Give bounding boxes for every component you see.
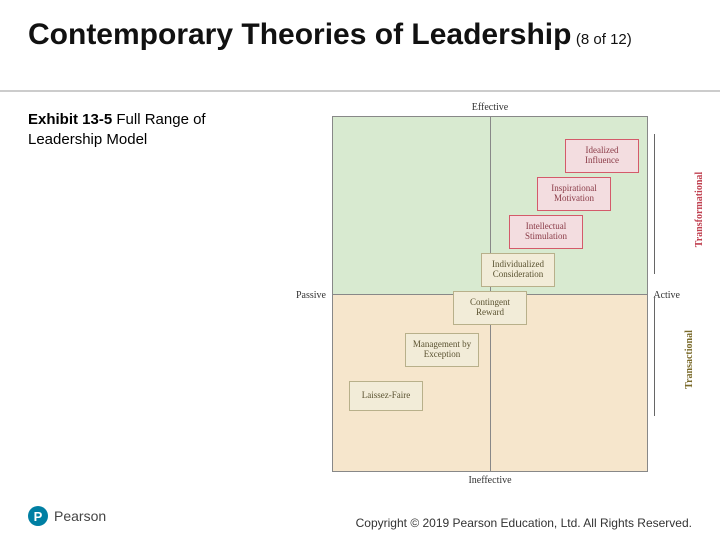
leadership-box: Laissez-Faire	[349, 381, 423, 411]
leadership-box: Individualized Consideration	[481, 253, 555, 287]
title-main: Contemporary Theories of Leadership	[28, 18, 571, 51]
title-sub: (8 of 12)	[576, 31, 632, 48]
transactional-label: Transactional	[684, 330, 695, 389]
leadership-box: Contingent Reward	[453, 291, 527, 325]
transactional-bracket	[654, 296, 655, 416]
axis-top-label: Effective	[472, 102, 508, 113]
leadership-box: Management by Exception	[405, 333, 479, 367]
copyright: Copyright © 2019 Pearson Education, Ltd.…	[0, 516, 720, 530]
leadership-box: Idealized Influence	[565, 139, 639, 173]
exhibit-caption: Exhibit 13-5 Full Range of Leadership Mo…	[28, 110, 258, 149]
axis-right-label: Active	[653, 290, 680, 301]
axis-left-label: Passive	[296, 290, 326, 301]
leadership-diagram: Idealized Influence Inspirational Motivat…	[290, 104, 690, 484]
transformational-label: Transformational	[694, 172, 705, 247]
caption-bold: Exhibit 13-5	[28, 111, 112, 128]
diagram-frame: Idealized Influence Inspirational Motivat…	[332, 116, 648, 472]
transformational-bracket	[654, 134, 655, 274]
leadership-box: Intellectual Stimulation	[509, 215, 583, 249]
title-underline	[0, 90, 720, 92]
axis-bottom-label: Ineffective	[468, 475, 511, 486]
leadership-box: Inspirational Motivation	[537, 177, 611, 211]
slide-title: Contemporary Theories of Leadership (8 o…	[28, 18, 692, 53]
